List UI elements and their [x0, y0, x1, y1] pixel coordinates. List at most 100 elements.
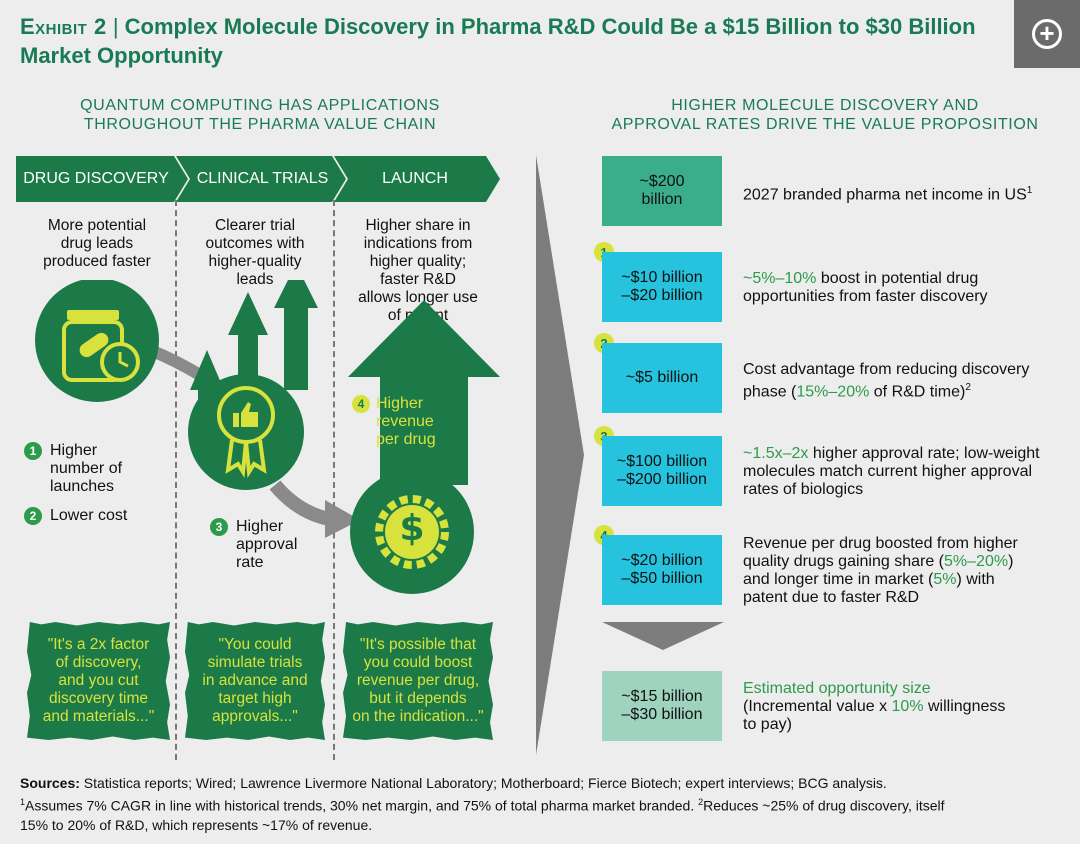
row-description: ~5%–10% boost in potential drug opportun… [743, 270, 1073, 306]
award-ribbon-icon [188, 374, 304, 490]
trials-description: Clearer trial outcomes with higher-quali… [180, 217, 330, 289]
text-line: ~$20 billion [621, 552, 703, 569]
text-line: in advance and [202, 672, 308, 689]
text-line: Revenue per drug boosted from higher [743, 535, 1018, 552]
highlight: ~5%–10% [743, 270, 817, 287]
text-span: ) with [956, 571, 995, 588]
value-chain-chevrons [16, 156, 500, 202]
text-line: ~$100 billion [616, 453, 708, 470]
title-separator: | [112, 14, 119, 39]
footnote-text: Assumes 7% CAGR in line with historical … [25, 797, 699, 814]
text-line: drug leads [60, 235, 134, 252]
text-line: –$20 billion [621, 287, 703, 304]
down-arrow [602, 622, 724, 650]
value-box-1: ~$10 billion –$20 billion [602, 252, 722, 322]
footnote-text: 15% to 20% of R&D, which represents ~17%… [20, 816, 373, 833]
text-line: 2027 branded pharma net income in US [743, 186, 1027, 204]
text-line: billion [641, 191, 683, 208]
outcome-1-text: Higher number of launches [50, 442, 122, 496]
row-description: Estimated opportunity size (Incremental … [743, 680, 1073, 734]
text-line: approvals..." [212, 708, 298, 725]
text-line: launches [50, 478, 115, 495]
text-span: of R&D time) [869, 383, 966, 401]
text-line: higher quality; [369, 253, 467, 270]
dollar-sign: $ [399, 508, 425, 549]
text-span: quality drugs gaining share ( [743, 553, 945, 570]
sources-text: Statistica reports; Wired; Lawrence Live… [79, 775, 887, 791]
column-divider [333, 200, 335, 760]
row-description: ~1.5x–2x higher approval rate; low-weigh… [743, 445, 1073, 499]
value-box-total: ~$200 billion [602, 156, 722, 226]
text-line: ~$200 [639, 173, 685, 190]
text-line: faster R&D [380, 271, 456, 288]
text-line: number of [50, 460, 123, 477]
thumbs-up-icon [233, 402, 258, 427]
badge-1: 1 [24, 442, 42, 460]
right-heading-line: HIGHER MOLECULE DISCOVERY AND [671, 97, 979, 114]
text-line: Higher [236, 518, 284, 535]
text-line: per drug [376, 431, 436, 448]
text-span: ) [1008, 553, 1014, 570]
badge-4: 4 [352, 395, 370, 413]
value-chain-illustration [35, 280, 500, 594]
text-line: –$200 billion [617, 471, 707, 488]
text-line: produced faster [43, 253, 151, 270]
text-line: revenue per drug, [356, 672, 480, 689]
footnote-mark: 1 [1026, 185, 1033, 196]
text-line: discovery time [48, 690, 149, 707]
highlight: 15%–20% [796, 383, 870, 401]
stage-clinical-trials: CLINICAL TRIALS [196, 170, 329, 187]
pill-bottle-icon [35, 280, 159, 402]
footnote-text: Reduces ~25% of drug discovery, itself [703, 797, 945, 814]
value-box-opportunity: ~$15 billion –$30 billion [602, 671, 722, 741]
text-span: willingness [923, 698, 1006, 715]
text-line: More potential [47, 217, 147, 234]
exhibit-title: Exhibit 2 | Complex Molecule Discovery i… [20, 12, 1020, 70]
text-line: but it depends [369, 690, 467, 707]
text-line: opportunities from faster discovery [743, 288, 988, 305]
chevron-drug-discovery [16, 156, 188, 202]
footnote-mark: 1 [20, 797, 26, 807]
text-span: boost in potential drug [816, 270, 979, 287]
text-span: (Incremental value x [743, 698, 892, 715]
stage-launch: LAUNCH [382, 170, 448, 187]
text-line: patent due to faster R&D [743, 589, 920, 606]
footnotes: 1Assumes 7% CAGR in line with historical… [20, 793, 1070, 835]
text-line: indications from [363, 235, 473, 252]
text-span: and longer time in market ( [743, 571, 934, 588]
chevron-clinical-trials [176, 156, 346, 202]
text-line: ~$15 billion [621, 688, 703, 705]
text-line: of discovery, [55, 654, 142, 671]
text-line: –$30 billion [621, 706, 703, 723]
text-line: ~$10 billion [621, 269, 703, 286]
badge-2: 2 [24, 507, 42, 525]
exhibit-label: Exhibit 2 [20, 14, 107, 39]
text-line: ~$5 billion [625, 369, 699, 386]
text-line: and materials..." [42, 708, 155, 725]
highlight: Estimated opportunity size [743, 680, 931, 697]
quote-trials: "You could simulate trials in advance an… [185, 622, 325, 740]
quote-launch: "It's possible that you could boost reve… [343, 622, 493, 740]
text-line: allows longer use [358, 289, 478, 306]
outcome-2: 2 Lower cost [24, 507, 164, 525]
expand-button[interactable]: + [1014, 0, 1080, 68]
text-line: approval [236, 536, 298, 553]
text-line: to pay) [743, 716, 792, 733]
chevron-launch [334, 156, 500, 202]
text-line: target high [218, 690, 292, 707]
highlight: 5%–20% [944, 553, 1009, 570]
clock-icon [100, 342, 140, 382]
text-line: simulate trials [207, 654, 303, 671]
text-line: Higher share in [365, 217, 471, 234]
text-line: you could boost [363, 654, 473, 671]
stage-drug-discovery: DRUG DISCOVERY [23, 170, 169, 187]
discovery-description: More potential drug leads produced faste… [22, 217, 172, 271]
text-span: phase ( [743, 383, 797, 401]
badge-3: 3 [210, 518, 228, 536]
title-text: Complex Molecule Discovery in Pharma R&D… [20, 14, 976, 68]
footnote-mark: 2 [965, 382, 971, 393]
highlight: 5% [933, 571, 957, 588]
text-line: –$50 billion [621, 570, 703, 587]
text-line: Higher [50, 442, 98, 459]
text-line: Cost advantage from reducing discovery [743, 361, 1030, 378]
